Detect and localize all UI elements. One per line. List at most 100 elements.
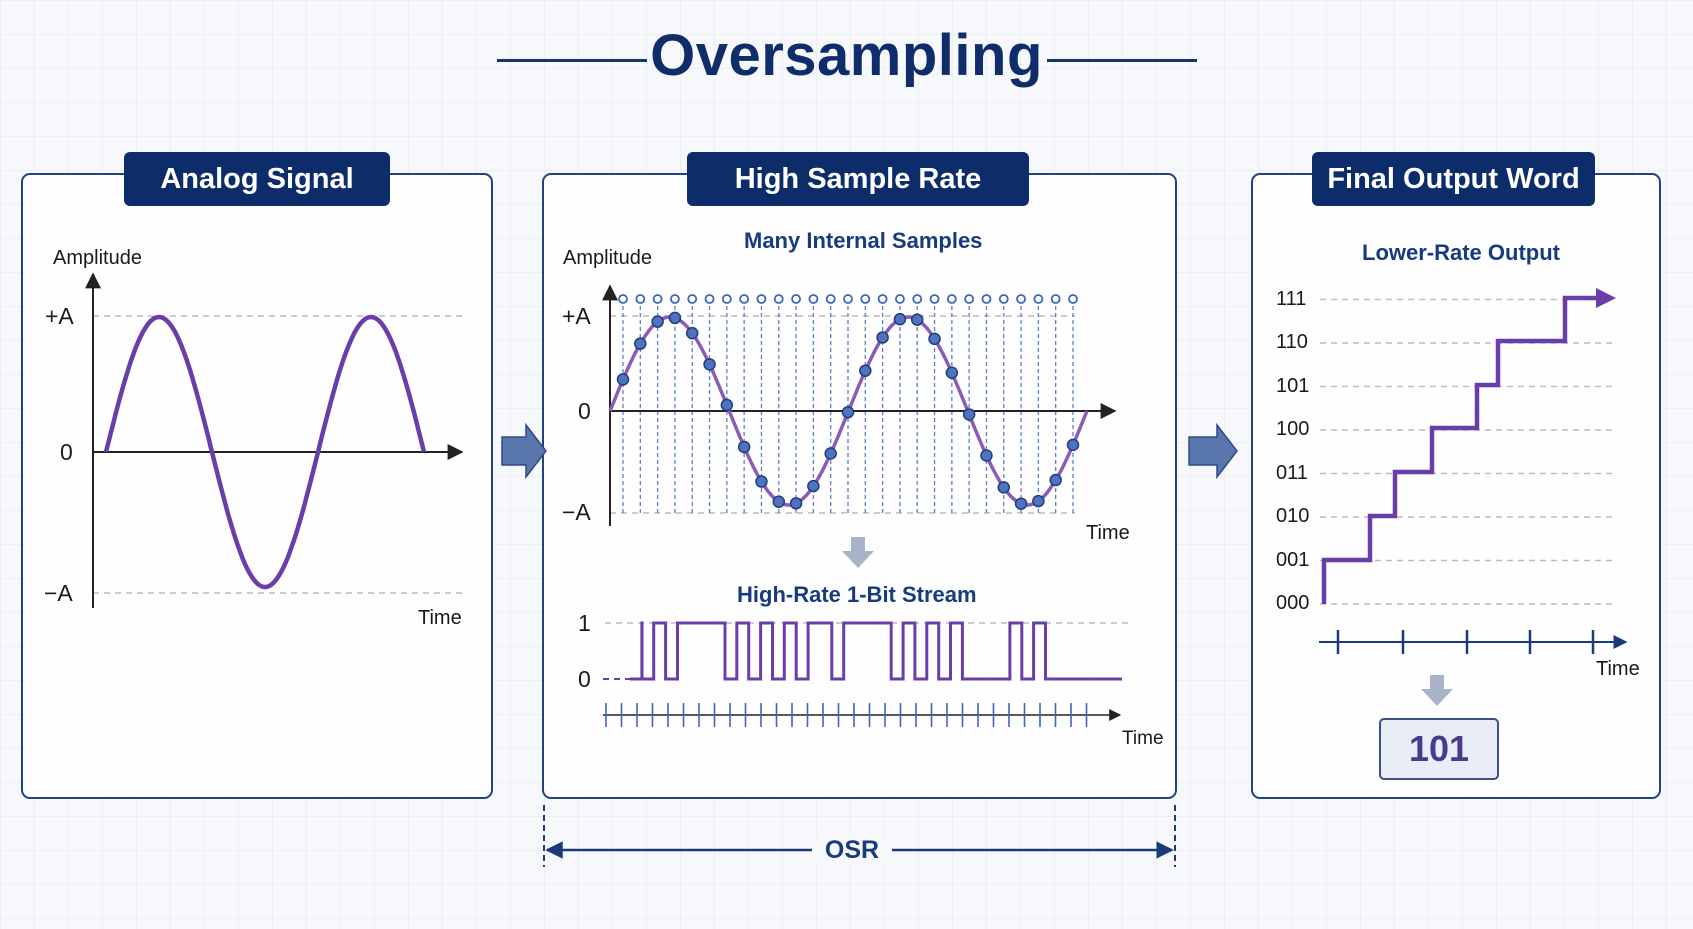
sample-point [720,398,734,412]
sample-marker-top [808,294,819,304]
sample-point [893,312,907,326]
sample-marker-top [981,294,992,304]
sample-marker-top [1033,294,1044,304]
analog-ytick-zero: 0 [60,439,73,465]
sample-point [945,366,959,380]
sample-point [807,479,820,493]
sample-point [772,495,786,508]
sample-marker-top [895,294,905,304]
staircase-output [1321,295,1602,604]
final-header: Final Output Word [1312,152,1595,206]
hr-ytick-neg: −A [562,499,591,525]
sample-point [703,358,716,371]
analog-ylabel: Amplitude [53,247,142,269]
down-arrow-icon [1421,675,1453,706]
final-level-label: 100 [1276,418,1310,440]
stream-xlabel: Time [1122,728,1164,749]
stream-ticks [605,703,1088,727]
final-level-label: 001 [1276,548,1310,571]
sample-marker-top [618,294,628,304]
final-subtitle: Lower-Rate Output [1362,240,1560,265]
sample-marker-top [860,294,871,304]
sample-point [651,315,664,328]
sample-marker-top [1016,294,1026,304]
osr-label: OSR [812,836,892,865]
sample-marker-top [843,294,853,304]
sample-point [634,337,647,350]
output-word-box: 101 [1379,718,1499,780]
hr-xlabel: Time [1086,522,1130,544]
sample-point [962,408,976,421]
hr-ytick-zero: 0 [578,398,591,424]
sample-marker-top [877,294,888,304]
sample-point [859,364,872,377]
final-panel [1251,173,1661,799]
down-arrow-icon [842,537,874,568]
sample-marker-top [912,294,923,304]
sample-point [668,311,682,325]
final-level-label: 000 [1276,592,1310,614]
title-line-right [1047,59,1197,62]
analog-xlabel: Time [418,607,462,629]
right-arrow-icon [1188,422,1238,480]
analog-sine-wave [103,314,427,590]
final-xlabel: Time [1596,658,1640,680]
sample-point [876,331,889,344]
sample-marker-top [670,294,680,304]
sample-marker-top [929,294,940,304]
final-level-label: 110 [1276,331,1308,353]
sample-marker-top [652,294,663,304]
analog-ytick-pos: +A [45,303,74,329]
sample-point [616,373,630,386]
right-arrow-icon [501,422,547,480]
sample-point [1032,494,1045,508]
sample-marker-top [998,294,1009,304]
sample-point [685,326,699,340]
stream-level-zero: 0 [578,666,591,692]
sample-point [755,475,768,488]
sample-marker-top [687,294,698,304]
stream-title: High-Rate 1-Bit Stream [737,582,977,607]
sample-point [1014,497,1028,510]
sample-marker-top [1068,294,1078,304]
sample-point [789,497,803,510]
sample-point [928,332,941,346]
sample-marker-top [756,294,767,304]
analog-ytick-neg: −A [44,580,73,606]
sample-marker-top [791,294,801,304]
final-time-ticks [1336,630,1595,654]
sample-marker-top [739,294,750,304]
high-rate-subtitle: Many Internal Samples [744,228,983,253]
final-level-label: 010 [1276,505,1310,527]
sample-point [841,405,855,419]
hr-ytick-pos: +A [562,303,591,329]
sample-point [910,313,924,326]
title-line-left [497,59,647,62]
sample-point [1049,473,1062,487]
sample-point [980,449,993,462]
sample-point [824,447,837,460]
sample-marker-top [825,294,836,304]
final-level-label: 101 [1276,374,1310,397]
sample-dots [616,294,1080,510]
sample-marker-top [964,294,975,304]
sample-marker-top [946,294,957,304]
sample-marker-top [1050,294,1061,304]
sample-point [997,481,1011,494]
stream-level-one: 1 [578,610,591,636]
sample-marker-top [773,294,784,304]
sample-marker-top [635,294,646,304]
bit-stream-waveform [630,621,1122,681]
sample-marker-top [721,294,732,304]
staircase-arrow-head [1596,288,1616,308]
high-rate-header: High Sample Rate [687,152,1029,206]
analog-header: Analog Signal [124,152,390,206]
sample-point [737,440,751,454]
final-level-label: 111 [1276,287,1307,310]
sample-marker-top [704,294,715,304]
sample-point [1066,438,1080,452]
final-level-label: 011 [1276,461,1308,484]
hr-ylabel: Amplitude [563,247,652,269]
page-title: Oversampling [650,23,1043,88]
